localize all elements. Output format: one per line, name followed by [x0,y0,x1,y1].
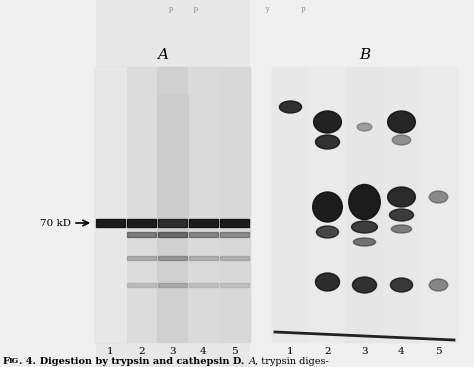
Bar [95,67,250,342]
Text: F: F [3,357,10,366]
Text: A: A [157,48,168,62]
Bar [346,67,383,342]
Ellipse shape [391,278,412,292]
Bar [220,219,249,227]
Bar [96,219,125,227]
Bar [157,94,188,232]
Text: 2: 2 [138,347,145,356]
Text: A: A [246,357,256,366]
Bar [126,67,157,342]
Bar [272,67,309,342]
Bar [189,256,218,260]
Bar [189,232,218,237]
Bar [219,67,250,342]
Ellipse shape [349,185,380,219]
Bar [157,67,188,342]
Bar [420,67,457,342]
Ellipse shape [316,273,339,291]
Bar [127,256,156,260]
Ellipse shape [357,123,372,131]
Text: 5: 5 [231,347,238,356]
Text: IG: IG [9,357,19,365]
Text: 4: 4 [398,347,405,356]
Bar [189,283,218,287]
Ellipse shape [388,111,415,133]
Bar [158,232,187,237]
Ellipse shape [392,225,412,233]
Text: 1: 1 [107,347,114,356]
Bar [383,67,420,342]
Text: , trypsin diges-: , trypsin diges- [255,357,329,366]
Bar [220,232,249,237]
Bar [189,219,218,227]
Bar [158,283,187,287]
Ellipse shape [392,135,411,145]
Bar [220,283,249,287]
Text: p         p                              y              p: p p y p [169,5,305,13]
Bar [188,67,219,342]
Text: 4: 4 [200,347,207,356]
Bar [158,219,187,227]
Bar [127,283,156,287]
Bar [309,67,346,342]
Ellipse shape [388,187,415,207]
Bar [272,67,457,342]
Text: B: B [359,48,370,62]
Bar [220,256,249,260]
Ellipse shape [429,191,448,203]
Bar [0,0,95,367]
Ellipse shape [390,209,413,221]
Bar [250,0,474,367]
Ellipse shape [317,226,338,238]
Text: 5: 5 [435,347,442,356]
Ellipse shape [314,111,341,133]
Text: . 4.: . 4. [19,357,36,366]
Bar [95,67,126,342]
Ellipse shape [354,238,375,246]
Ellipse shape [352,221,377,233]
Ellipse shape [313,192,342,222]
Ellipse shape [316,135,339,149]
Ellipse shape [279,101,301,113]
Text: 2: 2 [324,347,331,356]
Bar [127,232,156,237]
Bar [158,256,187,260]
Bar [95,67,126,342]
Text: 1: 1 [287,347,294,356]
Ellipse shape [353,277,376,293]
Text: 3: 3 [361,347,368,356]
Text: 70 kD: 70 kD [40,218,71,228]
Bar [127,219,156,227]
Text: 3: 3 [169,347,176,356]
Text: Digestion by trypsin and cathepsin D.: Digestion by trypsin and cathepsin D. [33,357,244,366]
Ellipse shape [429,279,448,291]
